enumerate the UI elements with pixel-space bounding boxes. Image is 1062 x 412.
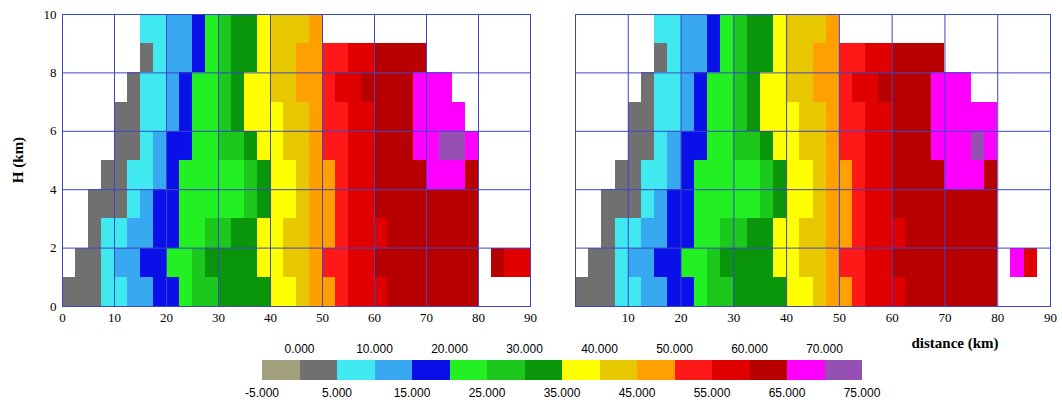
svg-text:40: 40	[780, 310, 793, 325]
svg-text:50.000: 50.000	[656, 342, 693, 356]
svg-text:10: 10	[108, 310, 121, 325]
svg-text:75.000: 75.000	[844, 386, 881, 400]
svg-text:-5.000: -5.000	[245, 386, 279, 400]
svg-text:20: 20	[675, 310, 688, 325]
svg-text:35.000: 35.000	[544, 386, 581, 400]
svg-text:90: 90	[524, 310, 537, 325]
svg-text:60.000: 60.000	[731, 342, 768, 356]
svg-text:50: 50	[316, 310, 329, 325]
svg-text:80: 80	[991, 310, 1004, 325]
svg-text:60: 60	[886, 310, 899, 325]
svg-text:40: 40	[264, 310, 277, 325]
svg-text:10.000: 10.000	[356, 342, 393, 356]
svg-text:60: 60	[368, 310, 381, 325]
svg-text:8: 8	[50, 65, 57, 80]
svg-text:40.000: 40.000	[581, 342, 618, 356]
svg-text:70.000: 70.000	[806, 342, 843, 356]
svg-text:10: 10	[622, 310, 635, 325]
svg-text:45.000: 45.000	[619, 386, 656, 400]
svg-text:20.000: 20.000	[431, 342, 468, 356]
svg-text:distance (km): distance (km)	[911, 335, 998, 352]
svg-text:0: 0	[59, 310, 66, 325]
svg-text:55.000: 55.000	[694, 386, 731, 400]
svg-text:H (km): H (km)	[10, 137, 27, 183]
svg-text:65.000: 65.000	[769, 386, 806, 400]
svg-text:90: 90	[1044, 310, 1057, 325]
svg-text:4: 4	[50, 182, 57, 197]
svg-text:30: 30	[212, 310, 225, 325]
svg-text:25.000: 25.000	[469, 386, 506, 400]
svg-text:0: 0	[50, 299, 57, 314]
svg-text:80: 80	[472, 310, 485, 325]
svg-text:70: 70	[938, 310, 951, 325]
svg-text:6: 6	[50, 123, 57, 138]
svg-text:30.000: 30.000	[506, 342, 543, 356]
svg-text:50: 50	[833, 310, 846, 325]
svg-text:10: 10	[44, 7, 57, 22]
svg-text:70: 70	[420, 310, 433, 325]
svg-text:0.000: 0.000	[284, 342, 314, 356]
svg-text:5.000: 5.000	[322, 386, 352, 400]
svg-text:15.000: 15.000	[394, 386, 431, 400]
svg-text:20: 20	[160, 310, 173, 325]
svg-text:30: 30	[727, 310, 740, 325]
svg-text:2: 2	[50, 240, 57, 255]
